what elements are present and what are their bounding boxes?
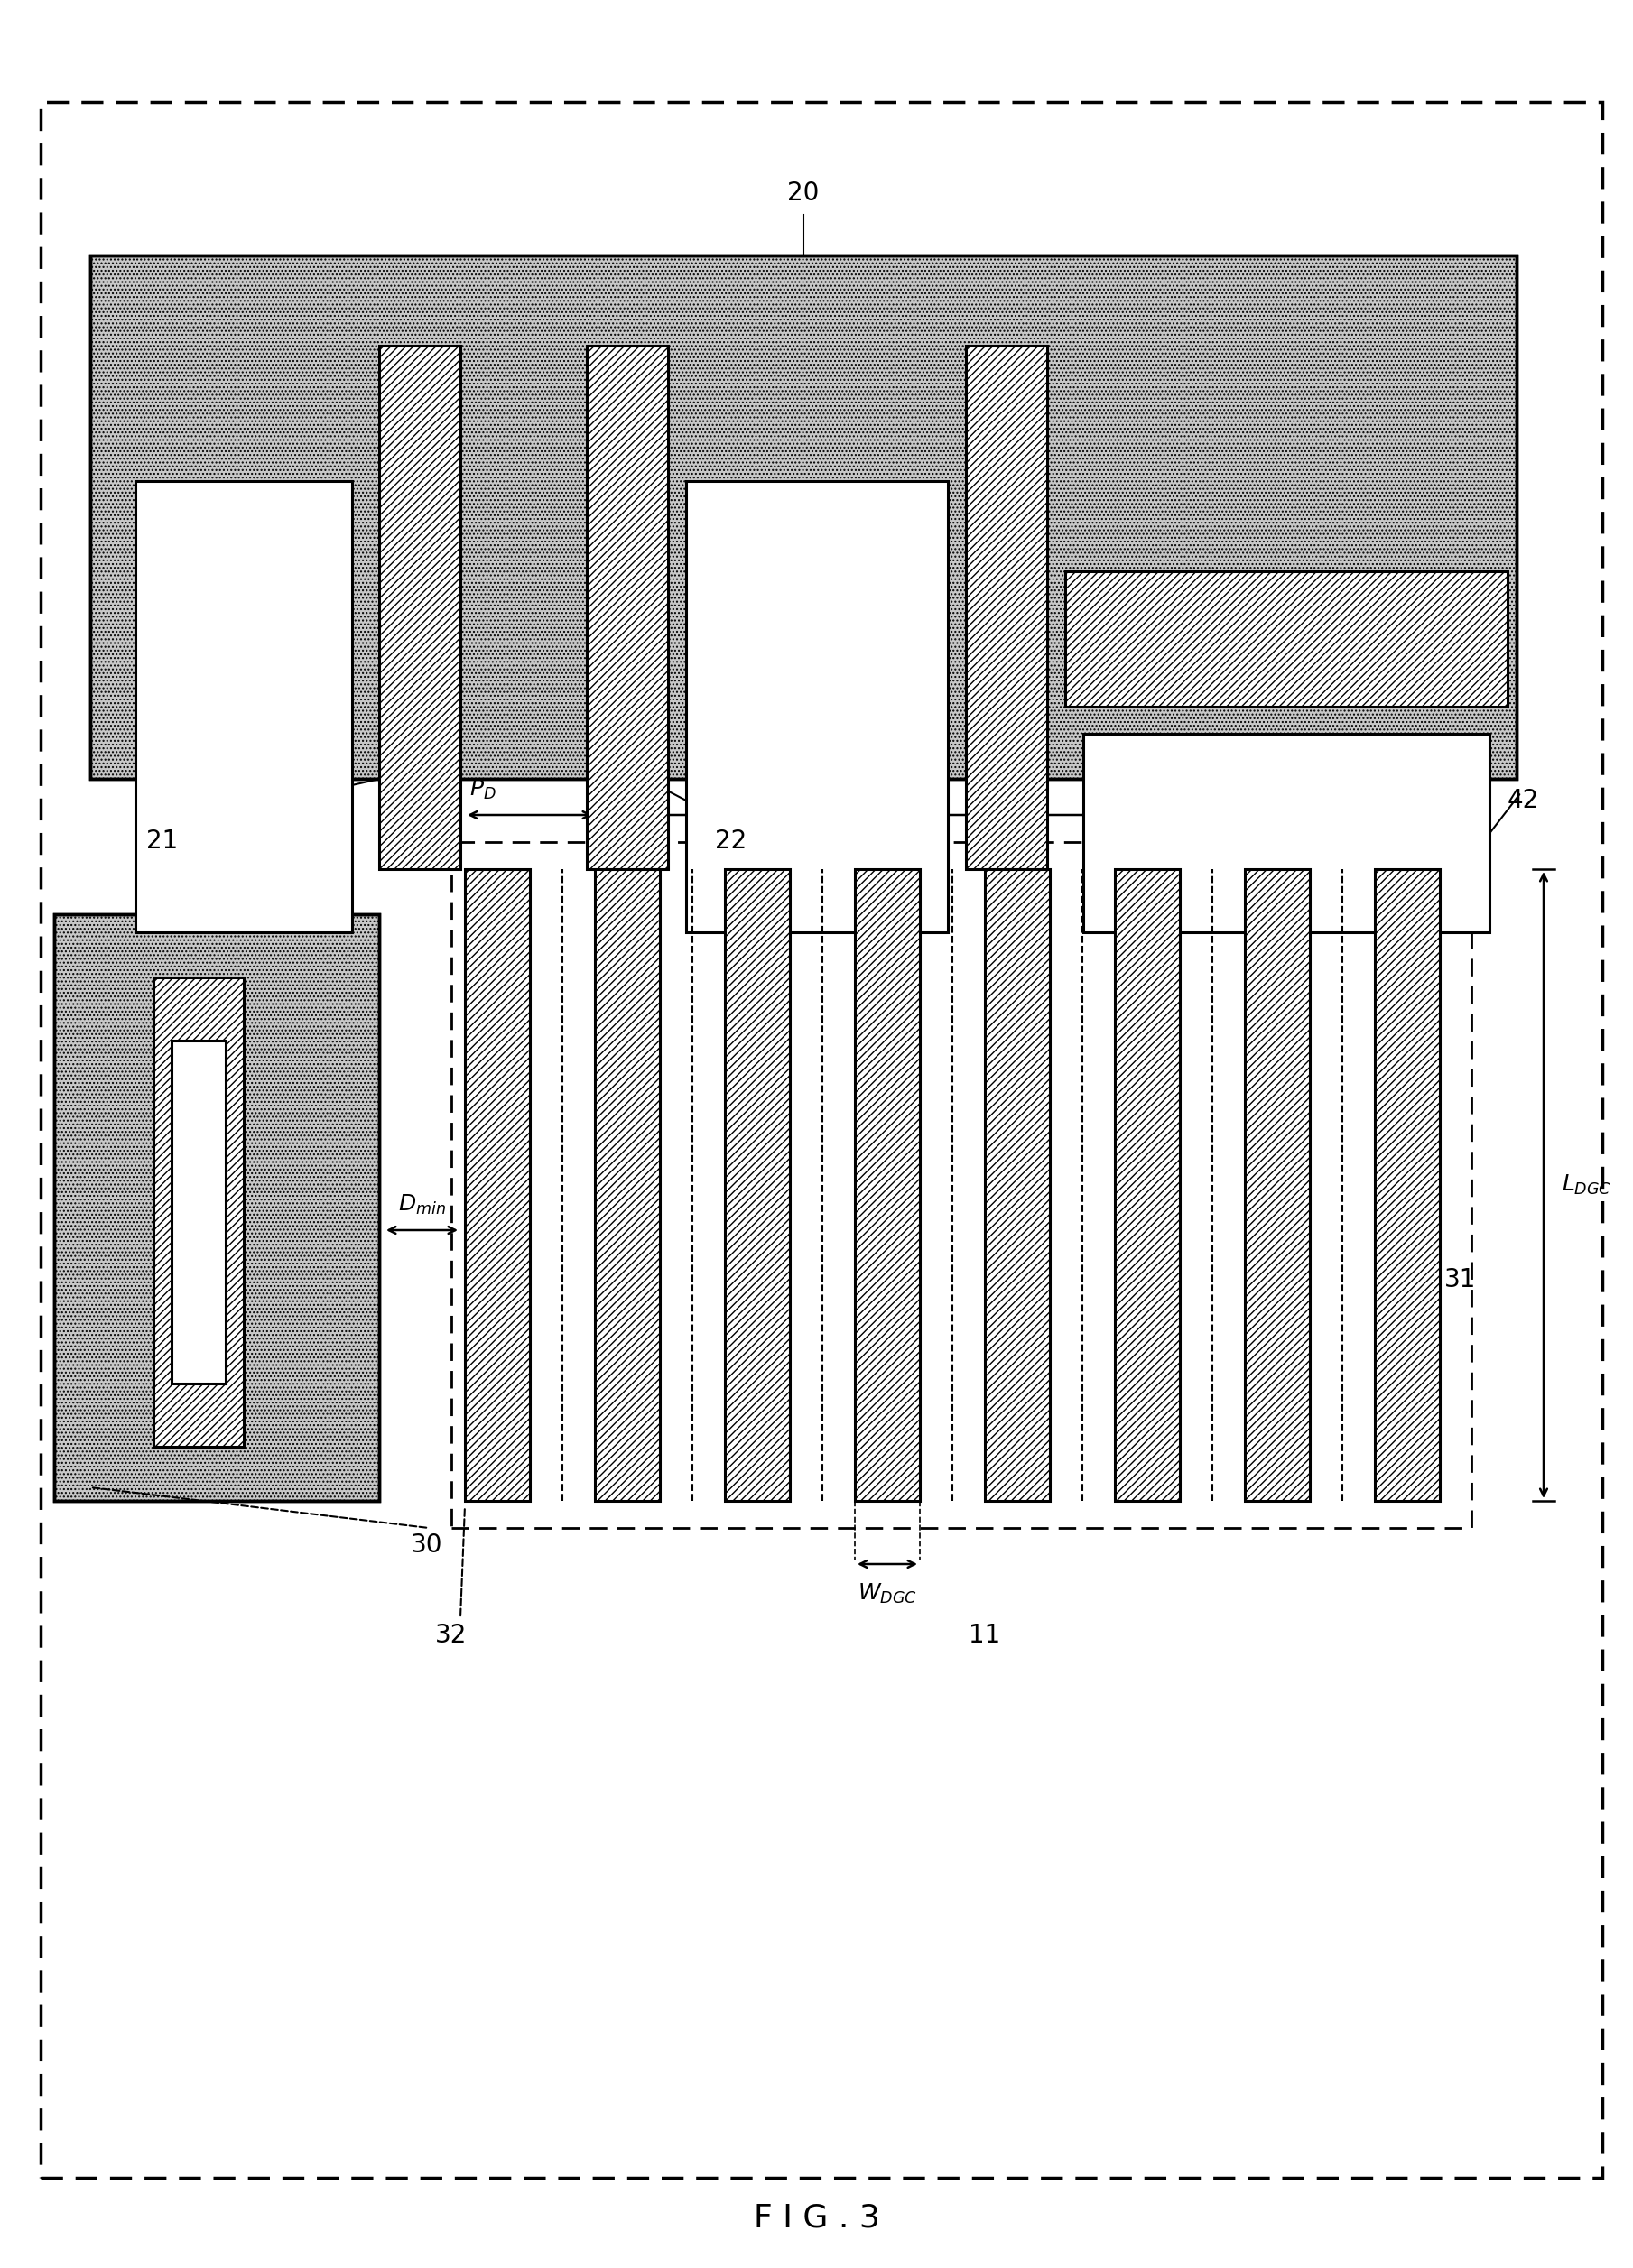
Text: F I G . 3: F I G . 3 [753, 2202, 880, 2234]
Bar [686, 481, 947, 932]
Bar [965, 345, 1047, 869]
Bar [1375, 869, 1440, 1501]
Bar [154, 978, 243, 1447]
Bar [725, 869, 790, 1501]
Bar [854, 869, 919, 1501]
Bar [1065, 572, 1507, 708]
Text: 20: 20 [787, 181, 820, 206]
Bar [379, 345, 461, 869]
Bar [1083, 735, 1489, 932]
Bar [586, 345, 668, 869]
Bar [54, 914, 379, 1501]
Text: 42: 42 [1507, 787, 1540, 814]
Text: $W_{DGC}$: $W_{DGC}$ [857, 1583, 918, 1606]
Text: 31: 31 [1444, 1268, 1476, 1293]
Text: 11: 11 [968, 1622, 1001, 1649]
Bar [54, 914, 379, 1501]
Text: 22: 22 [715, 828, 748, 853]
Bar [451, 841, 1471, 1529]
Bar [90, 256, 1517, 778]
Text: 21: 21 [147, 828, 178, 853]
Text: $L_{DGC}$: $L_{DGC}$ [1561, 1173, 1612, 1198]
Text: 30: 30 [412, 1533, 443, 1558]
Text: $P_D$: $P_D$ [469, 778, 496, 801]
Bar [594, 869, 660, 1501]
Bar [1244, 869, 1310, 1501]
Text: 32: 32 [436, 1622, 467, 1649]
Bar [985, 869, 1050, 1501]
Bar [90, 256, 1517, 778]
Bar [136, 481, 353, 932]
Bar [1115, 869, 1179, 1501]
Text: $D_{min}$: $D_{min}$ [398, 1193, 446, 1216]
Bar [171, 1041, 225, 1383]
Bar [465, 869, 529, 1501]
